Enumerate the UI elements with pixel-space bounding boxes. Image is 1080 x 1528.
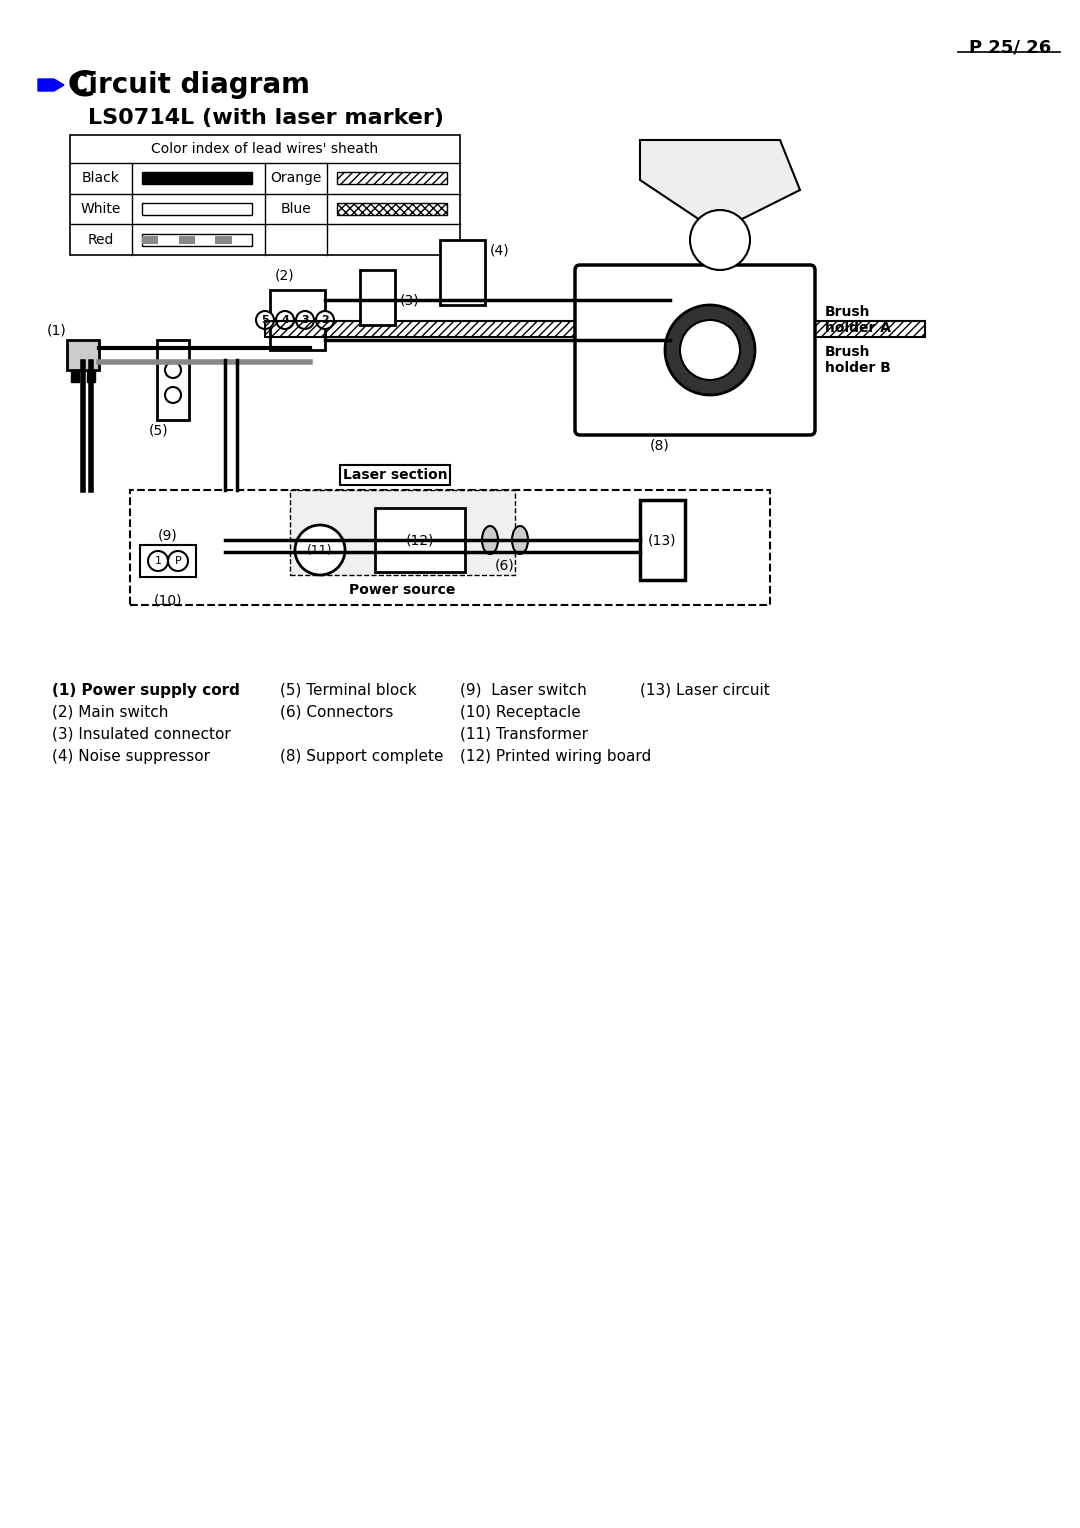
Text: (10) Receptacle: (10) Receptacle [460, 704, 581, 720]
Bar [141, 235, 159, 243]
Text: (11) Transformer: (11) Transformer [460, 726, 588, 741]
FancyBboxPatch shape [575, 264, 815, 435]
Bar [337, 203, 447, 215]
Circle shape [276, 312, 294, 329]
Text: C: C [68, 69, 94, 102]
Text: Circuit diagram: Circuit diagram [68, 70, 310, 99]
Circle shape [256, 312, 274, 329]
Bar [178, 235, 195, 243]
Text: Power source: Power source [349, 584, 456, 597]
Text: (2): (2) [275, 267, 295, 283]
Text: (1) Power supply cord: (1) Power supply cord [52, 683, 240, 697]
Bar [291, 490, 515, 575]
Bar [215, 235, 232, 243]
Text: (11): (11) [307, 544, 333, 556]
Bar [140, 545, 195, 578]
Text: 2: 2 [321, 315, 329, 325]
Text: (3): (3) [400, 293, 420, 307]
Text: 3: 3 [301, 315, 309, 325]
Text: (13): (13) [648, 533, 676, 547]
Circle shape [165, 362, 181, 377]
Text: Brush
holder A: Brush holder A [825, 306, 891, 335]
Text: Orange: Orange [270, 171, 322, 185]
Text: (5): (5) [149, 423, 168, 437]
Text: (10): (10) [153, 593, 183, 607]
Bar [70, 134, 460, 255]
Bar [141, 173, 252, 185]
Bar [337, 173, 447, 185]
Bar [270, 290, 325, 350]
Circle shape [148, 552, 168, 571]
Bar [67, 341, 99, 370]
Text: (8): (8) [650, 439, 670, 452]
Bar [360, 270, 395, 325]
Bar [141, 203, 252, 215]
Ellipse shape [482, 526, 498, 555]
Text: White: White [81, 202, 121, 215]
Text: (6): (6) [495, 558, 515, 571]
Text: (9): (9) [158, 529, 178, 542]
Text: LS0714L (with laser marker): LS0714L (with laser marker) [87, 108, 444, 128]
Text: Laser section: Laser section [342, 468, 447, 481]
Bar [157, 341, 189, 420]
Text: (13) Laser circuit: (13) Laser circuit [640, 683, 770, 697]
Circle shape [665, 306, 755, 396]
Text: (8) Support complete: (8) Support complete [280, 749, 444, 764]
Bar [640, 500, 685, 581]
Text: Blue: Blue [281, 202, 311, 215]
Text: P: P [175, 556, 181, 565]
Circle shape [680, 319, 740, 380]
Text: (1): (1) [48, 322, 67, 338]
Circle shape [165, 387, 181, 403]
Bar [375, 507, 465, 571]
Bar [71, 370, 79, 382]
Text: (4) Noise suppressor: (4) Noise suppressor [52, 749, 210, 764]
Ellipse shape [295, 526, 345, 575]
Text: Brush
holder B: Brush holder B [825, 345, 891, 374]
Text: Color index of lead wires' sheath: Color index of lead wires' sheath [151, 142, 379, 156]
Circle shape [690, 209, 750, 270]
Bar [265, 321, 924, 338]
Text: (3) Insulated connector: (3) Insulated connector [52, 726, 231, 741]
Circle shape [316, 312, 334, 329]
Text: 1: 1 [154, 556, 162, 565]
Text: (9)  Laser switch: (9) Laser switch [460, 683, 586, 697]
Text: Black: Black [82, 171, 120, 185]
FancyArrow shape [38, 79, 64, 92]
Text: (5) Terminal block: (5) Terminal block [280, 683, 417, 697]
Polygon shape [640, 141, 800, 220]
Bar [141, 234, 252, 246]
Text: 5: 5 [261, 315, 269, 325]
Text: (12) Printed wiring board: (12) Printed wiring board [460, 749, 651, 764]
Bar [87, 370, 95, 382]
Text: Red: Red [87, 232, 114, 246]
Text: (6) Connectors: (6) Connectors [280, 704, 393, 720]
Text: (2) Main switch: (2) Main switch [52, 704, 168, 720]
Bar [130, 490, 770, 605]
Bar [340, 465, 450, 484]
Text: (4): (4) [490, 243, 510, 257]
Text: 4: 4 [281, 315, 289, 325]
Text: (12): (12) [406, 533, 434, 547]
Ellipse shape [512, 526, 528, 555]
Text: P 25/ 26: P 25/ 26 [969, 38, 1051, 57]
Circle shape [296, 312, 314, 329]
Bar [440, 240, 485, 306]
Circle shape [168, 552, 188, 571]
